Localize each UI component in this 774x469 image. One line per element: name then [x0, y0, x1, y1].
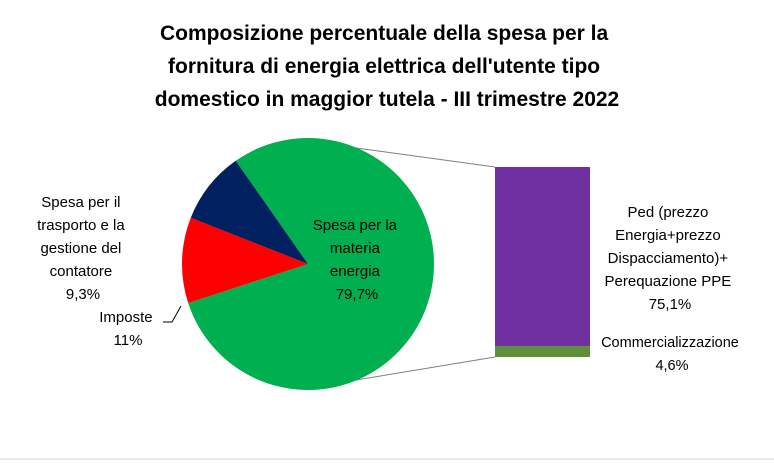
pie-label-materia-energia-line-1: Spesa per la: [313, 217, 398, 234]
pie-value-imposte: 11%: [114, 332, 143, 349]
chart-title-line-2: fornitura di energia elettrica dell'uten…: [168, 55, 600, 78]
pie-label-trasporto-line-3: gestione del: [40, 240, 121, 257]
pie-label-materia-energia-line-2: materia: [330, 240, 381, 257]
connector-line-top: [355, 147, 496, 168]
bar-segment-ped: [495, 167, 590, 347]
pie-label-imposte: Imposte 11%: [99, 309, 157, 349]
bar-value-ped: 75,1%: [649, 296, 692, 313]
chart-title-line-3: domestico in maggior tutela - III trimes…: [155, 88, 619, 111]
pie-value-trasporto: 9,3%: [66, 286, 100, 303]
bar-label-ped: Ped (prezzo Energia+prezzo Dispacciament…: [605, 204, 736, 313]
pie-slice-imposte: [182, 217, 308, 304]
imposte-leader-line: [163, 305, 182, 323]
bar-label-ped-line-3: Dispacciamento)+: [608, 250, 729, 267]
pie-slice-trasporto: [190, 160, 308, 264]
pie-value-materia-energia: 79,7%: [336, 286, 379, 303]
pie: [182, 138, 434, 390]
connector-line-bottom: [355, 356, 496, 381]
pie-label-imposte-line-1: Imposte: [99, 309, 152, 326]
bar-value-commercializzazione: 4,6%: [655, 358, 688, 374]
bar-label-ped-line-2: Energia+prezzo: [615, 227, 720, 244]
pie-label-materia-energia-line-3: energia: [330, 263, 381, 280]
chart-title-line-1: Composizione percentuale della spesa per…: [160, 22, 608, 45]
chart-title: Composizione percentuale della spesa per…: [155, 22, 619, 111]
pie-label-trasporto-line-4: contatore: [50, 263, 113, 280]
pie-label-trasporto: Spesa per il trasporto e la gestione del…: [37, 194, 129, 303]
bar-label-ped-line-4: Perequazione PPE: [605, 273, 732, 290]
pie-label-materia-energia: Spesa per la materia energia 79,7%: [313, 217, 401, 303]
bar-label-commercializzazione: Commercializzazione 4,6%: [601, 335, 743, 374]
bar-segment-commercializzazione: [495, 346, 590, 357]
pie-label-trasporto-line-2: trasporto e la: [37, 217, 125, 234]
stacked-bar: [495, 167, 590, 357]
bar-label-ped-line-1: Ped (prezzo: [627, 204, 708, 221]
pie-label-trasporto-line-1: Spesa per il: [41, 194, 120, 211]
bar-label-commercializzazione-line-1: Commercializzazione: [601, 335, 739, 351]
pie-slice-materia-energia: [188, 138, 434, 390]
